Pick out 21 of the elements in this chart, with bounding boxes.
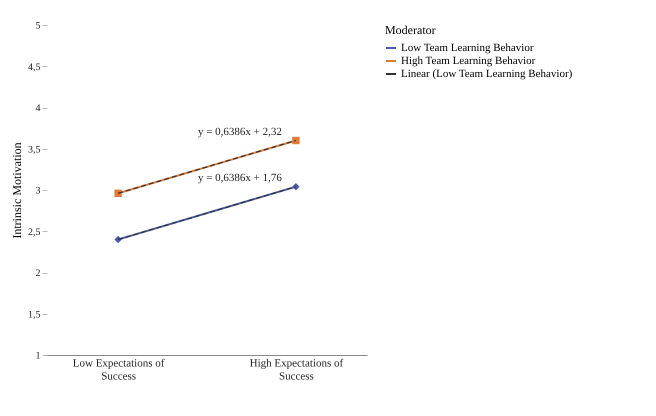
annotation: y = 0,6386x + 1,76 [198,172,282,184]
x-tick-label: Low Expectations of Success [72,358,165,382]
y-tick-label: 2 [36,268,40,279]
legend-title: Moderator [385,23,436,37]
legend-label: Low Team Learning Behavior [401,42,534,54]
y-tick-label: 3,5 [28,144,40,156]
y-tick-label: 1 [36,350,40,362]
y-tick-label: 5 [36,20,40,32]
annotation: y = 0,6386x + 2,32 [198,126,282,138]
point [292,136,300,144]
y-tick-label: 4,5 [28,62,40,73]
point [114,190,122,198]
x-tick-label: High Expectations of Success [250,358,344,382]
y-tick-label: 1,5 [28,309,40,320]
y-tick-label: 2,5 [28,226,40,238]
y-tick-label: 4 [36,103,40,114]
y-tick-label: 3 [36,186,40,196]
legend-label: Linear (Low Team Learning Behavior) [401,68,573,80]
legend-label: High Team Learning Behavior [401,55,536,67]
point [292,182,300,190]
y-axis-title: Intrinsic Motivation [10,142,24,239]
